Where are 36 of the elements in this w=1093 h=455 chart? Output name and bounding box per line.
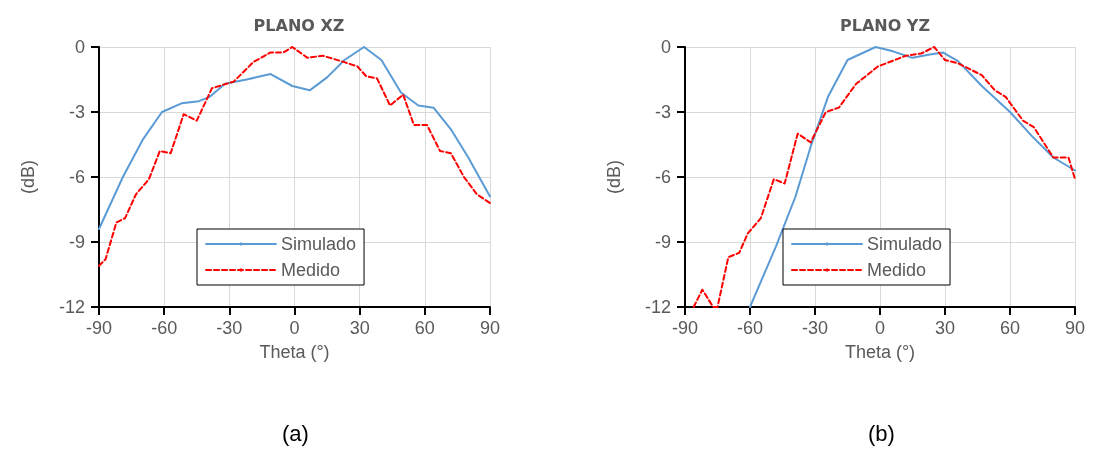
y-axis-title: (dB) bbox=[604, 159, 624, 195]
y-tick-label: -3 bbox=[654, 102, 671, 122]
chart-title: PLANO XZ bbox=[253, 15, 345, 35]
y-tick-label: -9 bbox=[654, 232, 671, 252]
x-tick-label: -30 bbox=[801, 318, 829, 338]
x-tick-label: -30 bbox=[216, 318, 243, 338]
x-tick-label: -60 bbox=[736, 318, 764, 338]
x-tick-label: -90 bbox=[671, 318, 699, 338]
x-tick-label: 90 bbox=[1064, 318, 1086, 338]
x-axis-title: Theta (°) bbox=[844, 342, 916, 362]
legend-label: Medido bbox=[281, 260, 341, 280]
y-tick-label: -6 bbox=[68, 167, 85, 187]
legend-label: Simulado bbox=[281, 234, 357, 254]
y-tick-label: 0 bbox=[660, 37, 671, 57]
y-tick-label: -6 bbox=[654, 167, 671, 187]
x-tick-label: 0 bbox=[874, 318, 886, 338]
text: (b) bbox=[868, 420, 895, 446]
x-tick-label: 60 bbox=[999, 318, 1021, 338]
legend-label: Medido bbox=[867, 260, 927, 280]
text: (a) bbox=[282, 420, 309, 446]
x-tick-label: 90 bbox=[479, 318, 501, 338]
x-tick-label: -90 bbox=[85, 318, 113, 338]
y-tick-label: -3 bbox=[68, 102, 85, 122]
x-tick-label: 30 bbox=[349, 318, 370, 338]
x-tick-label: 0 bbox=[289, 318, 300, 338]
x-tick-label: -60 bbox=[151, 318, 178, 338]
y-tick-label: 0 bbox=[74, 37, 85, 57]
y-tick-label: -9 bbox=[68, 232, 85, 252]
y-tick-label: -12 bbox=[644, 297, 671, 317]
x-tick-label: 60 bbox=[414, 318, 435, 338]
x-tick-label: 30 bbox=[934, 318, 956, 338]
chart-title: PLANO YZ bbox=[839, 15, 931, 35]
y-axis-title: (dB) bbox=[18, 159, 38, 195]
y-tick-label: -12 bbox=[58, 297, 85, 317]
legend-label: Simulado bbox=[867, 234, 943, 254]
x-axis-title: Theta (°) bbox=[259, 342, 330, 362]
